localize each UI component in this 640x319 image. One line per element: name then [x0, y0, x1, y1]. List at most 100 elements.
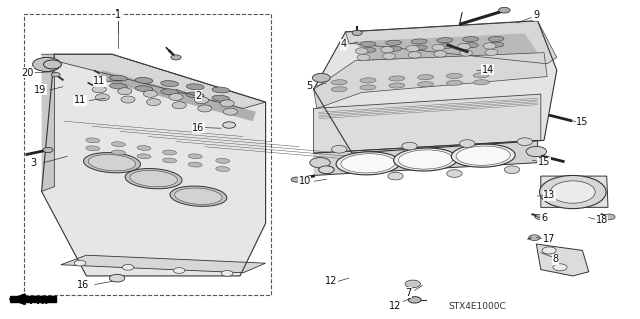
Circle shape	[355, 48, 368, 54]
Circle shape	[220, 100, 234, 107]
Ellipse shape	[170, 186, 227, 206]
Circle shape	[526, 146, 547, 157]
Ellipse shape	[437, 44, 452, 49]
Circle shape	[540, 175, 606, 209]
Polygon shape	[10, 296, 56, 302]
Text: 4: 4	[340, 39, 347, 49]
Ellipse shape	[130, 170, 177, 187]
Text: 16: 16	[77, 279, 90, 290]
Circle shape	[357, 54, 370, 61]
Circle shape	[223, 122, 236, 128]
Ellipse shape	[125, 168, 182, 189]
Circle shape	[485, 49, 498, 56]
Circle shape	[432, 44, 445, 51]
Text: 3: 3	[30, 158, 36, 168]
Ellipse shape	[212, 87, 230, 93]
Text: 8: 8	[552, 254, 559, 264]
Circle shape	[319, 166, 334, 174]
Ellipse shape	[86, 138, 100, 143]
Ellipse shape	[137, 154, 151, 159]
Ellipse shape	[186, 84, 204, 90]
Ellipse shape	[463, 37, 478, 42]
Circle shape	[460, 140, 475, 147]
Circle shape	[95, 94, 109, 101]
Circle shape	[198, 105, 212, 112]
Ellipse shape	[418, 82, 433, 87]
Ellipse shape	[456, 146, 510, 165]
Text: 19: 19	[34, 85, 47, 95]
Circle shape	[542, 247, 556, 254]
Polygon shape	[314, 140, 538, 175]
Polygon shape	[42, 54, 54, 191]
Ellipse shape	[412, 39, 427, 44]
Circle shape	[405, 280, 420, 288]
Text: 15: 15	[576, 117, 589, 127]
Ellipse shape	[86, 146, 100, 151]
Circle shape	[406, 45, 419, 52]
Ellipse shape	[360, 85, 376, 90]
Ellipse shape	[463, 43, 478, 48]
Text: 16: 16	[192, 122, 205, 133]
Ellipse shape	[216, 167, 230, 172]
Polygon shape	[314, 94, 541, 153]
Ellipse shape	[88, 154, 136, 171]
Ellipse shape	[135, 86, 153, 92]
Polygon shape	[10, 294, 26, 299]
Text: 6: 6	[541, 212, 547, 223]
Text: 17: 17	[543, 234, 556, 244]
Circle shape	[553, 264, 567, 271]
Text: 15: 15	[538, 157, 550, 167]
Circle shape	[169, 93, 183, 100]
Ellipse shape	[394, 148, 458, 171]
Ellipse shape	[163, 150, 177, 155]
Ellipse shape	[186, 92, 204, 98]
Polygon shape	[42, 54, 266, 276]
Ellipse shape	[341, 154, 395, 173]
Circle shape	[408, 297, 421, 303]
Circle shape	[604, 214, 615, 220]
Circle shape	[121, 96, 135, 103]
Ellipse shape	[488, 42, 504, 47]
Polygon shape	[61, 255, 266, 273]
Ellipse shape	[137, 145, 151, 151]
Circle shape	[332, 145, 347, 153]
Circle shape	[319, 166, 334, 174]
Circle shape	[434, 51, 447, 57]
Circle shape	[221, 271, 233, 276]
Ellipse shape	[360, 48, 376, 53]
Circle shape	[483, 43, 496, 49]
Circle shape	[74, 260, 86, 266]
Circle shape	[33, 57, 61, 71]
Text: 12: 12	[325, 276, 338, 286]
Ellipse shape	[332, 80, 347, 85]
Ellipse shape	[474, 73, 489, 78]
Circle shape	[173, 268, 185, 273]
Ellipse shape	[161, 81, 179, 86]
Ellipse shape	[474, 80, 489, 85]
Bar	[24, 14, 271, 295]
Ellipse shape	[360, 41, 376, 47]
Circle shape	[352, 30, 362, 35]
Circle shape	[172, 102, 186, 109]
Text: 18: 18	[595, 215, 608, 225]
Ellipse shape	[451, 144, 515, 167]
Text: 7: 7	[405, 288, 412, 298]
Ellipse shape	[399, 150, 452, 169]
Ellipse shape	[332, 87, 347, 92]
Polygon shape	[99, 70, 256, 121]
Polygon shape	[314, 53, 547, 108]
Ellipse shape	[111, 142, 125, 147]
Text: 1: 1	[115, 10, 122, 20]
Circle shape	[447, 170, 462, 177]
Circle shape	[388, 172, 403, 180]
Circle shape	[529, 235, 540, 241]
Circle shape	[402, 142, 417, 150]
Text: 5: 5	[307, 81, 313, 91]
Circle shape	[118, 88, 132, 95]
Ellipse shape	[336, 152, 400, 175]
Circle shape	[312, 73, 330, 82]
Polygon shape	[346, 21, 557, 64]
Ellipse shape	[109, 75, 127, 81]
Text: 20: 20	[21, 68, 34, 78]
Polygon shape	[54, 54, 266, 108]
